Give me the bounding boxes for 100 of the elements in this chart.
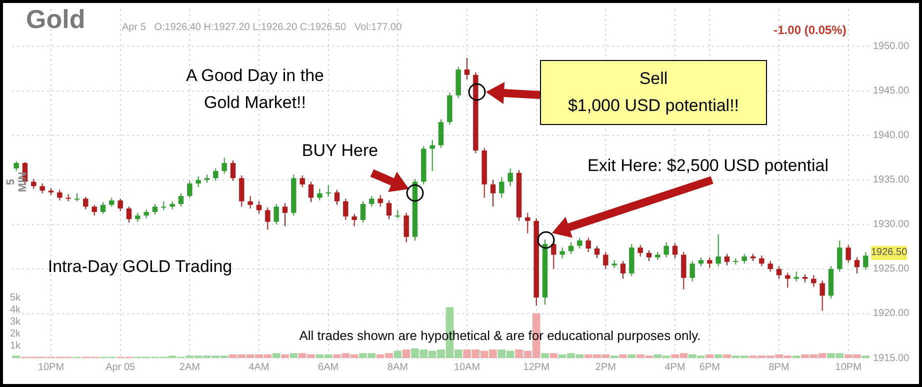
y2-tick-label: 2k xyxy=(10,328,22,340)
candlestick xyxy=(92,204,97,216)
candlestick xyxy=(646,250,652,262)
bar xyxy=(550,353,558,358)
y-tick-label: 1930.00 xyxy=(873,219,910,230)
x-tick-label: 8PM xyxy=(768,362,790,373)
annotation: Exit Here: $2,500 USD potential xyxy=(586,156,830,176)
candlestick xyxy=(222,157,227,174)
y2-tick-label: 1k xyxy=(10,340,22,352)
y2-tick-label: 3k xyxy=(10,316,22,328)
candlestick xyxy=(265,207,270,230)
x-tick-label: 8AM xyxy=(387,362,408,373)
candlestick xyxy=(759,255,764,267)
candlestick xyxy=(620,260,626,280)
candlestick xyxy=(568,242,574,254)
candlestick xyxy=(118,198,123,212)
annotation: -1.00 (0.05%) xyxy=(772,23,848,37)
x-tick-label: 2PM xyxy=(595,362,616,373)
candlestick xyxy=(638,244,643,258)
candlestick xyxy=(490,179,496,208)
text: Apr 5 O:1926.40 H:1927.20 L:1926.20 C:1926.50 Vol:177.00 xyxy=(122,22,402,33)
y-tick-label: 1935.00 xyxy=(873,174,910,186)
bar xyxy=(619,354,627,358)
annotation: All trades shown are hypothetical & are for educational purposes only. xyxy=(298,328,702,343)
y-tick-label: 1940.00 xyxy=(873,130,910,142)
candlestick xyxy=(334,189,340,206)
candlestick xyxy=(40,183,45,194)
candlestick xyxy=(603,252,608,270)
candlestick xyxy=(256,200,262,214)
candlestick xyxy=(438,118,444,148)
x-tick-label: 2AM xyxy=(179,362,200,373)
annotation: 5 MIN xyxy=(5,170,29,194)
annotation: BUY Here xyxy=(300,141,380,161)
candlestick xyxy=(820,280,825,312)
x-tick-label: 6PM xyxy=(699,362,720,373)
candlestick xyxy=(690,260,695,282)
candlestick xyxy=(499,176,504,198)
candlestick xyxy=(300,174,305,188)
candlestick xyxy=(360,200,366,224)
candlestick xyxy=(863,252,868,270)
candlestick xyxy=(577,237,582,249)
candlestick xyxy=(31,178,36,190)
x-tick-label: 12PM xyxy=(523,362,550,373)
candlestick xyxy=(560,247,565,259)
candlestick xyxy=(724,253,730,266)
candlestick xyxy=(664,242,669,258)
candlestick xyxy=(776,266,782,280)
candlestick xyxy=(14,160,19,172)
candlestick xyxy=(672,242,678,259)
candlestick xyxy=(326,184,331,198)
candlestick xyxy=(126,206,132,224)
candlestick xyxy=(178,192,184,208)
y-tick-label: 1915.00 xyxy=(873,352,910,364)
bar xyxy=(272,353,280,358)
candlestick xyxy=(586,237,591,253)
candlestick xyxy=(430,139,435,172)
candlestick xyxy=(785,272,790,288)
candlestick xyxy=(369,195,374,208)
candlestick xyxy=(196,176,201,188)
x-tick-label: 6AM xyxy=(318,362,339,373)
candlestick xyxy=(83,196,88,210)
annotation: Intra-Day GOLD Trading xyxy=(46,257,234,277)
y-tick-label: 1925.00 xyxy=(873,264,910,275)
candlestick xyxy=(239,174,244,208)
bar xyxy=(281,354,289,358)
bar xyxy=(723,354,731,358)
x-tick-label: Apr 05 xyxy=(106,362,136,373)
bar xyxy=(541,353,549,358)
candlestick xyxy=(352,213,357,227)
candlestick xyxy=(152,203,158,216)
candlestick xyxy=(811,274,816,288)
x-tick-label: 4AM xyxy=(248,362,270,373)
y2-tick-label: 5k xyxy=(10,292,22,304)
y-tick-label: 1920.00 xyxy=(873,308,910,320)
x-tick-label: 4PM xyxy=(664,362,686,373)
candlestick xyxy=(343,198,348,221)
bar xyxy=(706,354,714,358)
candlestick xyxy=(846,244,851,264)
candlestick xyxy=(282,202,288,227)
candlestick xyxy=(681,252,686,290)
bar xyxy=(290,353,298,358)
candlestick xyxy=(508,168,513,187)
candlestick xyxy=(100,202,106,214)
candlestick xyxy=(794,271,799,282)
candlestick xyxy=(248,195,253,209)
annotation: A Good Day in the Gold Market!! xyxy=(185,65,325,114)
chart-title: Gold xyxy=(26,4,86,35)
candlestick xyxy=(230,160,236,182)
candlestick xyxy=(707,256,712,269)
text: 1926.50 xyxy=(871,246,908,260)
x-tick-label: 10PM xyxy=(38,362,64,373)
candlestick xyxy=(768,260,773,272)
candlestick xyxy=(716,234,721,267)
candlestick xyxy=(317,188,322,201)
candlestick xyxy=(187,180,192,198)
candlestick xyxy=(525,212,530,234)
candlestick xyxy=(742,253,747,264)
candlestick xyxy=(386,200,392,220)
candlestick xyxy=(308,181,314,203)
candlestick xyxy=(837,240,842,272)
